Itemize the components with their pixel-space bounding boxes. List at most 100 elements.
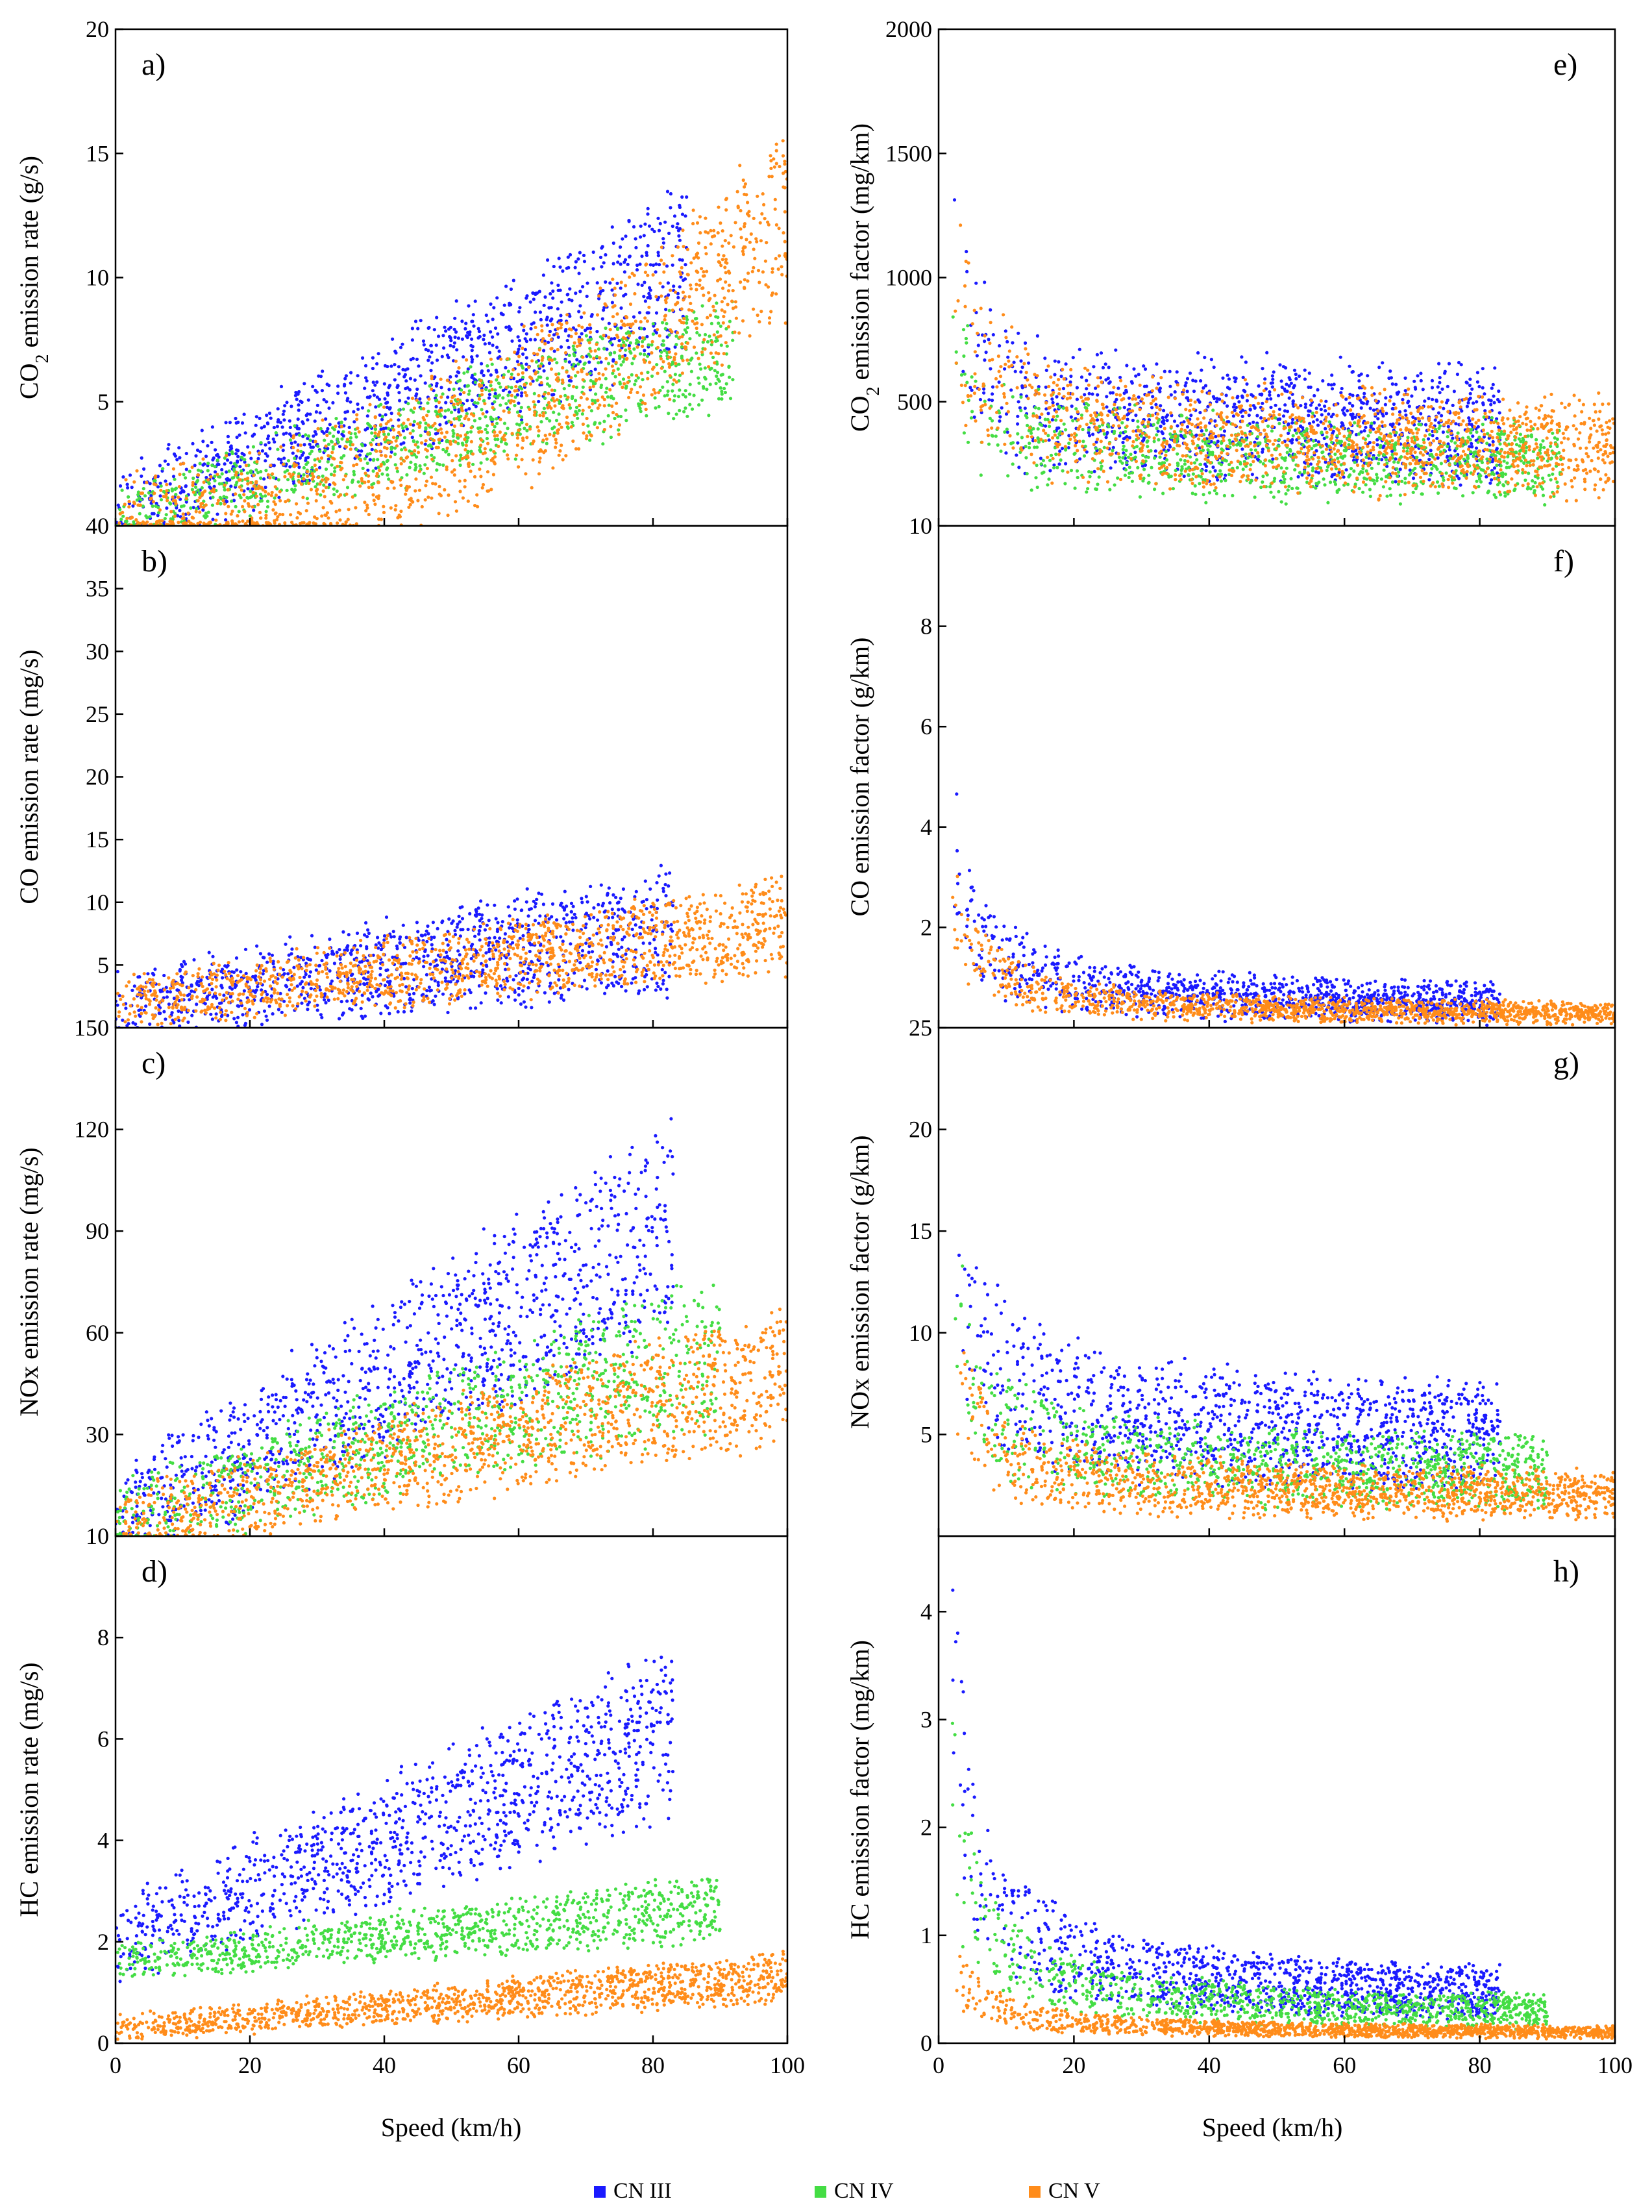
point [183,962,188,966]
point [413,489,417,493]
point [597,927,600,931]
point [293,393,297,397]
point [503,438,507,442]
point [413,462,417,467]
point [626,262,630,266]
point [515,393,520,397]
point [582,253,586,257]
point [500,312,504,316]
point [246,445,250,449]
point [680,371,684,375]
point [469,991,473,995]
point [291,451,295,455]
point [487,389,491,393]
point [191,490,195,494]
point [771,291,774,295]
point [611,952,615,956]
point [254,974,258,978]
point [445,446,449,451]
point [393,378,397,382]
point [339,467,343,471]
point [428,962,432,966]
point [297,433,302,437]
point [177,1009,180,1013]
point [219,969,223,973]
point [338,957,342,961]
point [429,437,433,441]
point [571,344,575,348]
point [238,493,241,497]
point [415,921,419,925]
point [667,355,671,359]
point [481,968,485,972]
point [699,367,703,371]
point [502,449,506,453]
point [422,471,426,475]
point [672,358,676,362]
point [721,229,724,233]
point [198,495,202,500]
point [448,957,452,961]
point [661,241,665,245]
point [230,450,234,454]
point [743,245,747,249]
point [402,421,406,425]
point [433,421,437,425]
point [436,445,441,449]
point [294,390,298,395]
point [371,995,375,999]
point [463,416,467,421]
point [602,261,606,265]
point [232,499,236,503]
point [206,444,210,448]
point [394,504,398,508]
point [315,492,319,496]
point [717,260,721,264]
point [383,984,388,988]
point [305,964,309,968]
point [384,426,388,430]
point [619,280,623,284]
point [260,449,264,453]
point [761,270,765,274]
point [595,354,599,358]
point [615,281,619,285]
point [375,362,379,366]
point [190,989,193,993]
point [308,975,312,978]
point [477,929,481,933]
point [556,327,560,330]
point [437,334,441,338]
point [420,441,424,445]
point [567,383,571,388]
point [345,948,349,952]
point [389,364,393,368]
point [634,976,637,980]
point [313,458,317,462]
point [628,341,633,345]
point [402,945,407,949]
point [498,954,502,958]
point [234,1021,238,1025]
point [547,361,552,366]
point [655,981,659,985]
point [678,318,682,323]
point [276,447,280,451]
point [722,314,726,319]
point [650,374,654,379]
point [330,463,334,467]
point [427,397,431,401]
point [639,320,643,324]
point [458,400,463,404]
point [306,418,310,422]
point [321,478,325,482]
point [462,391,466,395]
point [314,410,318,414]
point [533,905,537,909]
point [148,482,152,486]
point [286,459,291,463]
point [346,517,350,521]
point [576,416,580,420]
point [486,319,490,323]
point [504,325,508,329]
